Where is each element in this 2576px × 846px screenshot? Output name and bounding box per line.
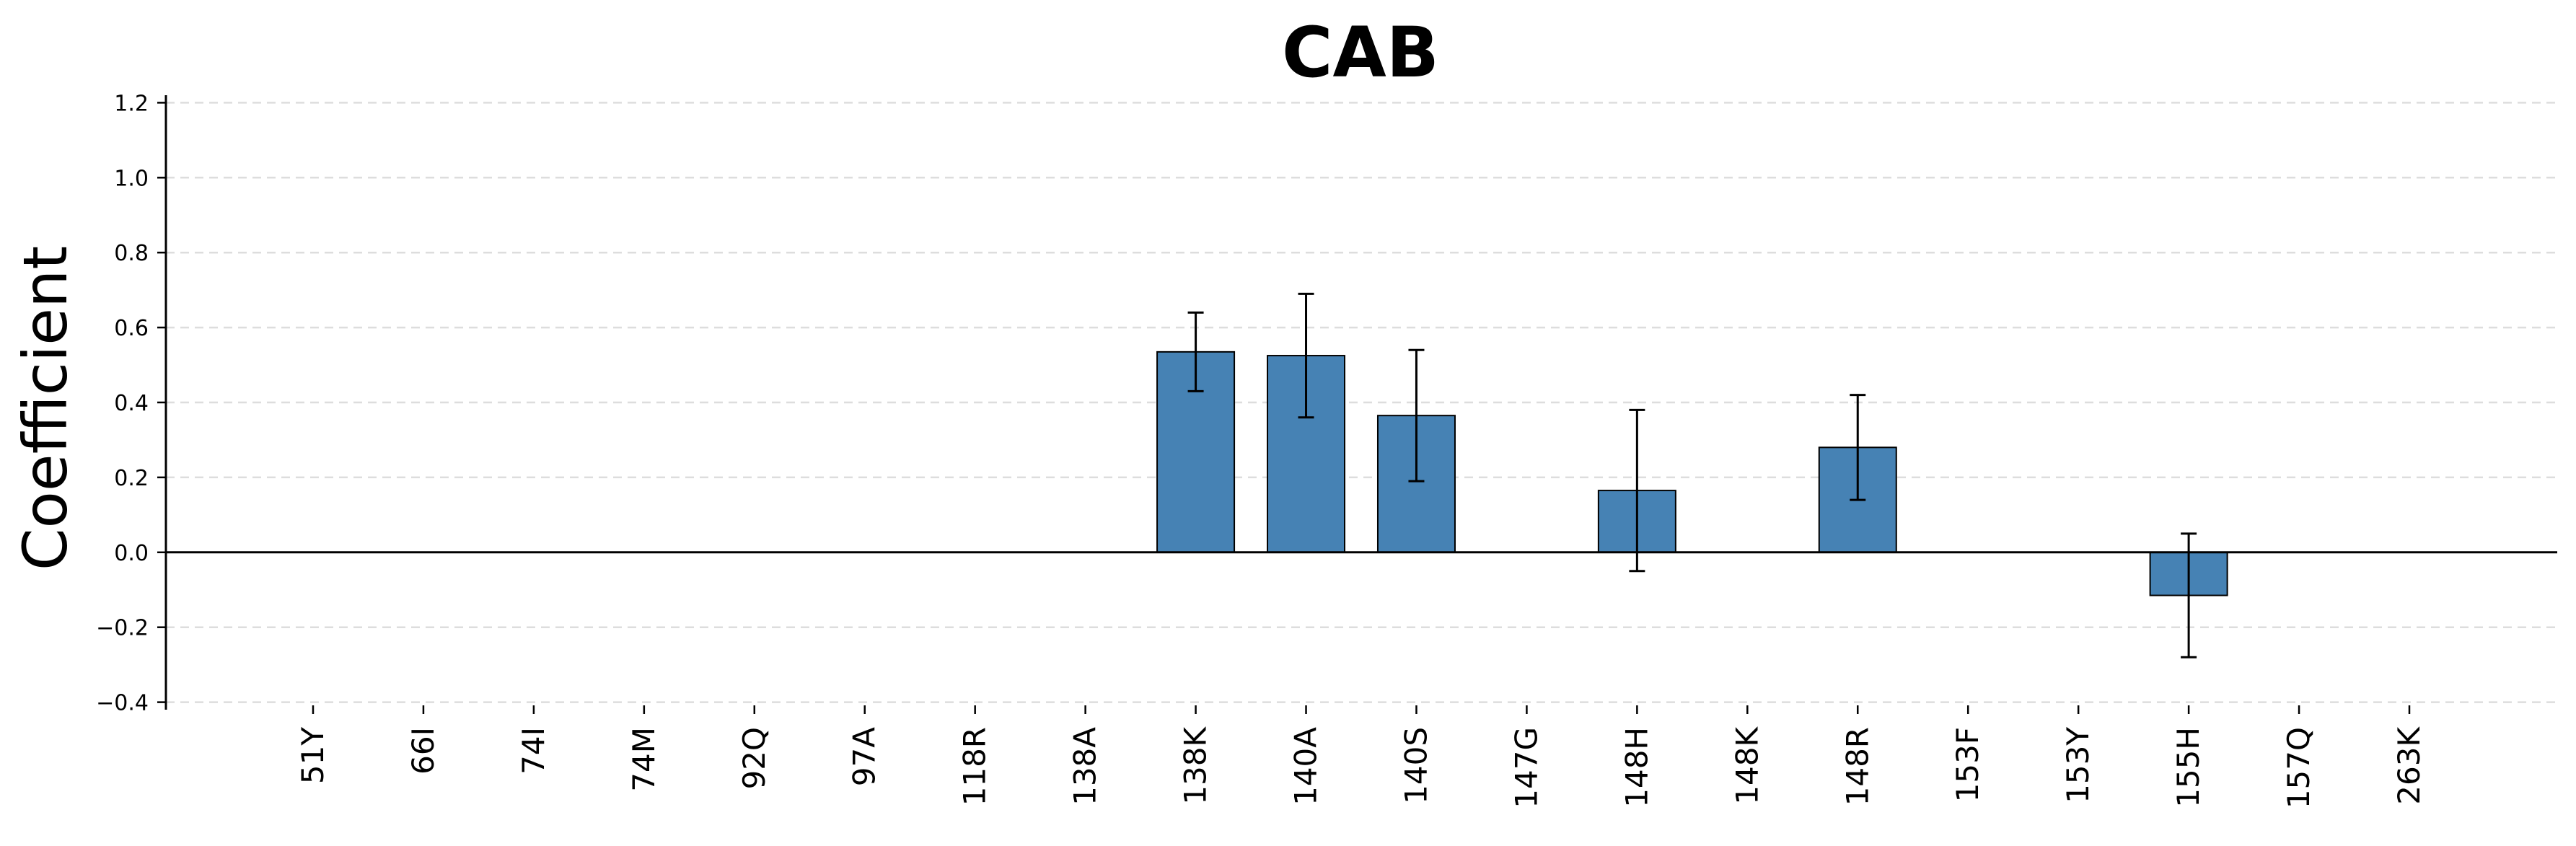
x-tick-label: 138A <box>1068 727 1103 806</box>
y-tick-label: 0.0 <box>114 541 149 566</box>
x-ticks: 51Y 66I 74I 74M 92Q 97A 118R 138A 138K 140A 140S 14… <box>295 705 2427 808</box>
x-tick-label: 92Q <box>737 727 772 790</box>
grid-lines <box>166 102 2557 703</box>
x-tick-label: 153Y <box>2060 727 2096 803</box>
x-tick-label: 74I <box>516 727 551 775</box>
y-tick-label: −0.4 <box>96 691 149 716</box>
x-tick-label: 118R <box>957 727 993 806</box>
x-tick-label: 148R <box>1839 727 1875 806</box>
bars <box>274 351 2448 596</box>
x-tick-label: 97A <box>847 727 882 786</box>
y-axis-label: Coefficient <box>10 246 81 570</box>
x-tick-label: 157Q <box>2281 727 2316 808</box>
chart-title: CAB <box>1282 12 1439 93</box>
x-tick-label: 263K <box>2391 726 2427 805</box>
x-tick-label: 66I <box>405 727 441 775</box>
x-tick-label: 147G <box>1508 727 1544 808</box>
y-tick-label: 0.8 <box>114 241 149 266</box>
y-tick-label: 1.2 <box>114 91 149 116</box>
y-ticks: −0.4 −0.2 0.0 0.2 0.4 0.6 0.8 1.0 1.2 <box>96 91 166 716</box>
y-tick-label: 0.2 <box>114 466 149 491</box>
x-tick-label: 51Y <box>295 727 330 784</box>
x-tick-label: 74M <box>626 727 661 792</box>
y-tick-label: 1.0 <box>114 166 149 191</box>
x-tick-label: 140S <box>1398 727 1433 804</box>
x-tick-label: 153F <box>1950 727 1985 802</box>
y-tick-label: 0.4 <box>114 391 149 416</box>
x-tick-label: 148K <box>1729 726 1764 805</box>
x-tick-label: 140A <box>1288 727 1324 806</box>
error-bars <box>1187 292 2197 658</box>
x-tick-label: 155H <box>2171 727 2206 808</box>
y-tick-label: 0.6 <box>114 316 149 341</box>
x-tick-label: 148H <box>1619 727 1654 808</box>
y-tick-label: −0.2 <box>96 616 149 641</box>
x-tick-label: 138K <box>1178 726 1213 805</box>
